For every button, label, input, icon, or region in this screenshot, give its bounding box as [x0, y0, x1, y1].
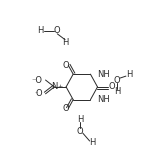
Text: ⁻O: ⁻O [32, 76, 43, 84]
Text: H: H [126, 70, 132, 79]
Text: +: + [57, 84, 62, 89]
Text: NH: NH [97, 70, 110, 79]
Text: NH: NH [97, 95, 110, 104]
Text: H: H [77, 115, 83, 124]
Text: H: H [89, 138, 96, 148]
Text: H: H [62, 38, 68, 47]
Text: O: O [54, 26, 61, 35]
Text: H: H [114, 87, 120, 96]
Text: N: N [51, 82, 58, 91]
Text: O: O [76, 127, 83, 136]
Text: O: O [62, 61, 69, 70]
Text: ⁻: ⁻ [34, 92, 38, 97]
Text: O: O [114, 76, 120, 84]
Text: H: H [37, 26, 44, 35]
Text: O: O [62, 104, 69, 113]
Text: O: O [36, 89, 43, 98]
Text: O: O [109, 82, 115, 91]
